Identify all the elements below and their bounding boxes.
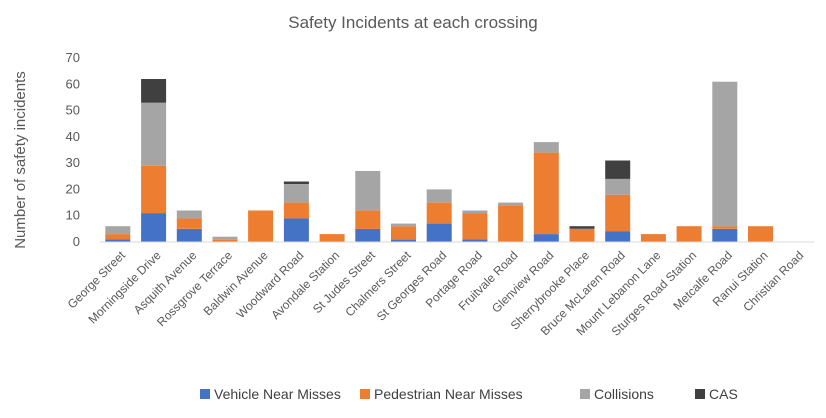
bar-segment [248,210,274,242]
y-tick-label: 60 [66,76,80,91]
y-tick-label: 30 [66,155,80,170]
bar-segment [605,160,631,179]
bar-segment [105,226,131,235]
category-label: Asquith Avenue [131,248,200,317]
y-tick-label: 70 [66,50,80,65]
y-tick-label: 20 [66,181,80,196]
bar-segment [391,239,416,242]
bar-segment [605,178,631,195]
legend-swatch [695,389,705,399]
legend-label: Vehicle Near Misses [214,386,341,402]
y-axis-ticks: 0 10 20 30 40 50 60 70 [66,50,80,249]
category-label: St Judes Street [310,248,378,316]
legend-swatch [580,389,590,399]
legend-label: Pedestrian Near Misses [374,386,523,402]
bar-segment [212,239,238,242]
y-tick-label: 50 [66,103,80,118]
bar-segment [141,165,167,214]
bar-segment [605,194,631,232]
bar-segment [676,226,702,242]
legend-label: CAS [709,386,738,402]
bar-segment [391,223,416,227]
bar-segment [355,171,381,211]
bar-segment [283,184,309,203]
bar-segment [212,236,238,240]
bar-segment [105,234,131,240]
bar-segment [141,102,167,166]
bar-segment [533,142,559,153]
bar-segment [712,228,738,242]
category-label: Glenview Road [489,248,556,315]
y-tick-label: 0 [73,234,80,249]
bar-segment [498,202,524,206]
bar-segment [176,210,202,219]
bar-segment [105,239,131,242]
bar-segment [712,81,738,227]
bar-segment [462,210,488,214]
bar-segment [283,202,309,219]
bar-segment [141,213,167,242]
bar-segment [748,226,773,242]
bar-segment [498,205,524,242]
bar-segment [355,228,381,242]
bar-segment [283,218,309,242]
bar-segment [283,181,309,185]
bar-segment [462,239,488,242]
bar-segment [569,228,595,242]
y-tick-label: 40 [66,129,80,144]
bar-segment [462,213,488,240]
y-axis-label: Number of safety incidents [12,71,29,249]
bar-segment [141,79,167,103]
chart-title: Safety Incidents at each crossing [288,13,537,32]
bar-segment [176,228,202,242]
bar-segment [319,234,345,242]
bar-segment [426,189,452,203]
bar-segment [640,234,666,242]
bars [105,79,773,242]
bar-segment [176,218,202,229]
legend-swatch [360,389,370,399]
bar-segment [533,152,559,235]
legend: Vehicle Near Misses Pedestrian Near Misse… [200,386,738,402]
bar-segment [605,231,631,242]
legend-label: Collisions [594,386,654,402]
bar-segment [569,226,595,229]
y-tick-label: 10 [66,208,80,223]
bar-segment [355,210,381,229]
bar-segment [426,202,452,224]
bar-segment [426,223,452,242]
legend-swatch [200,389,210,399]
bar-segment [391,226,416,240]
bar-segment [712,226,738,229]
bar-segment [533,234,559,242]
